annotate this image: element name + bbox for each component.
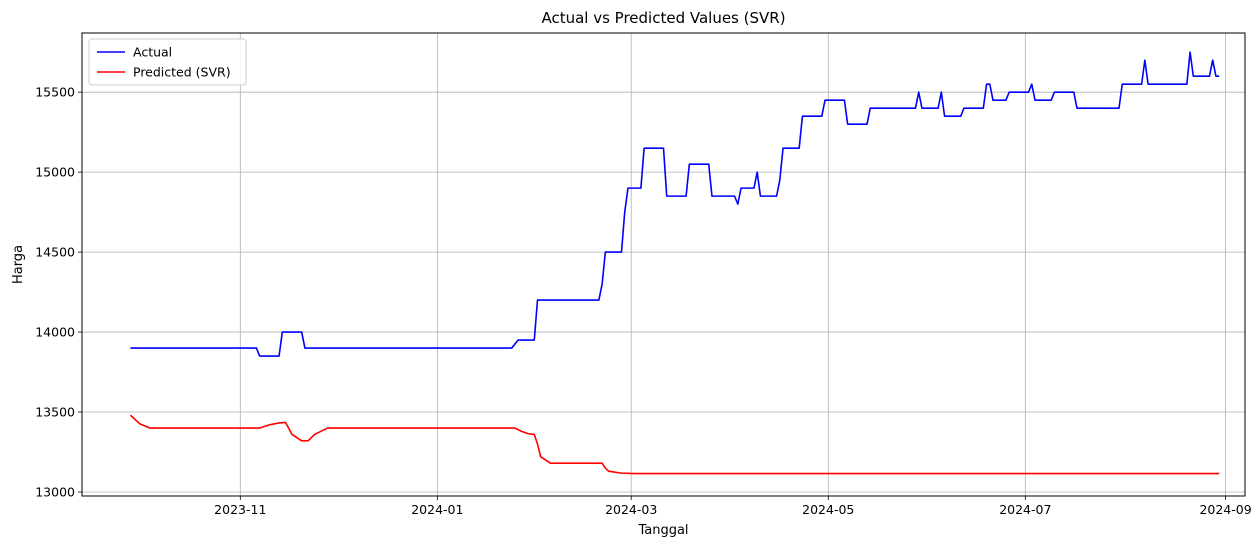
legend-label: Actual: [133, 45, 172, 60]
x-tick-label: 2024-09: [1199, 502, 1251, 517]
y-axis-title: Harga: [11, 245, 26, 284]
x-tick-label: 2024-03: [605, 502, 657, 517]
x-tick-label: 2023-11: [214, 502, 266, 517]
x-tick-label: 2024-05: [802, 502, 854, 517]
y-tick-label: 13000: [35, 485, 75, 500]
series-layer: [129, 51, 1220, 475]
x-tick-label: 2024-07: [999, 502, 1051, 517]
legend-box: [88, 38, 247, 86]
x-axis-title: Tanggal: [637, 523, 688, 538]
legend-label: Predicted (SVR): [133, 65, 231, 80]
ticks: 2023-11 2024-01 2024-03 2024-05 2024-07 2024-…: [35, 85, 1252, 517]
chart-title: Actual vs Predicted Values (SVR): [541, 9, 785, 27]
grid: [82, 33, 1245, 496]
y-tick-label: 13500: [35, 405, 75, 420]
series-line-predicted: [129, 414, 1220, 475]
y-tick-label: 15000: [35, 165, 75, 180]
y-tick-label: 14500: [35, 245, 75, 260]
plot-frame: [81, 32, 1246, 497]
series-line-actual: [130, 51, 1220, 357]
legend: Actual Predicted (SVR): [88, 38, 247, 86]
x-tick-label: 2024-01: [411, 502, 463, 517]
y-tick-label: 14000: [35, 325, 75, 340]
y-tick-label: 15500: [35, 85, 75, 100]
